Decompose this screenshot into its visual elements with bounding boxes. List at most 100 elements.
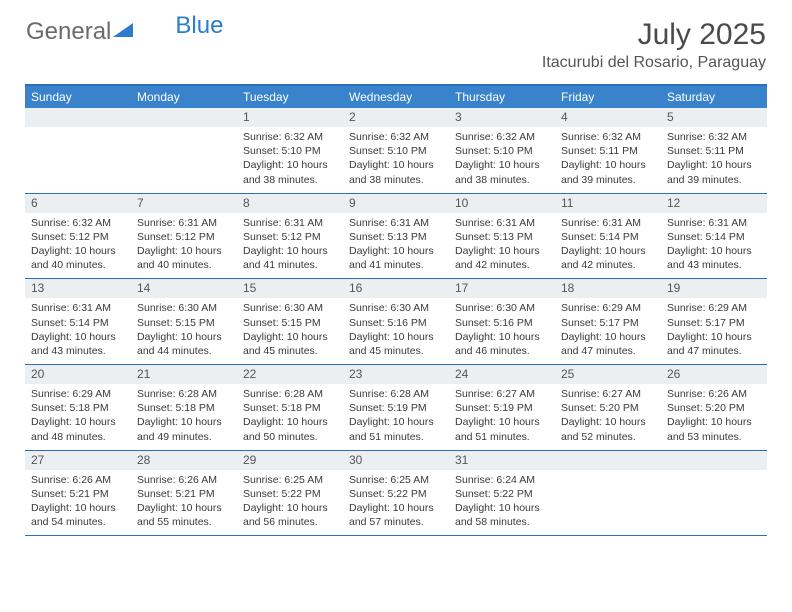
- day-number: 16: [343, 279, 449, 298]
- day-number: 1: [237, 108, 343, 127]
- day-number: 24: [449, 365, 555, 384]
- day-number: 23: [343, 365, 449, 384]
- day-number: 19: [661, 279, 767, 298]
- calendar-grid: SundayMondayTuesdayWednesdayThursdayFrid…: [25, 84, 767, 536]
- day-details: Sunrise: 6:28 AMSunset: 5:19 PMDaylight:…: [343, 384, 449, 450]
- day-cell: 19Sunrise: 6:29 AMSunset: 5:17 PMDayligh…: [661, 279, 767, 364]
- page-header: General Blue July 2025 Itacurubi del Ros…: [0, 0, 792, 76]
- day-cell: 7Sunrise: 6:31 AMSunset: 5:12 PMDaylight…: [131, 194, 237, 279]
- day-cell: 23Sunrise: 6:28 AMSunset: 5:19 PMDayligh…: [343, 365, 449, 450]
- day-number: 10: [449, 194, 555, 213]
- day-details: Sunrise: 6:32 AMSunset: 5:10 PMDaylight:…: [449, 127, 555, 193]
- day-number: 21: [131, 365, 237, 384]
- weeks-container: 1Sunrise: 6:32 AMSunset: 5:10 PMDaylight…: [25, 108, 767, 536]
- day-cell: 28Sunrise: 6:26 AMSunset: 5:21 PMDayligh…: [131, 451, 237, 536]
- day-details: Sunrise: 6:27 AMSunset: 5:20 PMDaylight:…: [555, 384, 661, 450]
- weekday-header-cell: Monday: [131, 86, 237, 108]
- brand-triangle-icon: [113, 18, 135, 46]
- day-cell: 6Sunrise: 6:32 AMSunset: 5:12 PMDaylight…: [25, 194, 131, 279]
- day-cell: 11Sunrise: 6:31 AMSunset: 5:14 PMDayligh…: [555, 194, 661, 279]
- day-details: Sunrise: 6:31 AMSunset: 5:13 PMDaylight:…: [449, 213, 555, 279]
- day-cell: [555, 451, 661, 536]
- weekday-header-cell: Tuesday: [237, 86, 343, 108]
- day-details: Sunrise: 6:28 AMSunset: 5:18 PMDaylight:…: [131, 384, 237, 450]
- day-details: Sunrise: 6:29 AMSunset: 5:18 PMDaylight:…: [25, 384, 131, 450]
- day-cell: 3Sunrise: 6:32 AMSunset: 5:10 PMDaylight…: [449, 108, 555, 193]
- day-details: Sunrise: 6:31 AMSunset: 5:14 PMDaylight:…: [555, 213, 661, 279]
- day-details: Sunrise: 6:26 AMSunset: 5:21 PMDaylight:…: [25, 470, 131, 536]
- day-cell: 31Sunrise: 6:24 AMSunset: 5:22 PMDayligh…: [449, 451, 555, 536]
- day-number: 22: [237, 365, 343, 384]
- day-number: 13: [25, 279, 131, 298]
- week-row: 1Sunrise: 6:32 AMSunset: 5:10 PMDaylight…: [25, 108, 767, 194]
- day-number: 9: [343, 194, 449, 213]
- day-details: Sunrise: 6:30 AMSunset: 5:15 PMDaylight:…: [237, 298, 343, 364]
- day-number: 6: [25, 194, 131, 213]
- day-number: 30: [343, 451, 449, 470]
- day-cell: 14Sunrise: 6:30 AMSunset: 5:15 PMDayligh…: [131, 279, 237, 364]
- day-details: Sunrise: 6:31 AMSunset: 5:14 PMDaylight:…: [25, 298, 131, 364]
- day-cell: 8Sunrise: 6:31 AMSunset: 5:12 PMDaylight…: [237, 194, 343, 279]
- day-cell: 5Sunrise: 6:32 AMSunset: 5:11 PMDaylight…: [661, 108, 767, 193]
- day-details: Sunrise: 6:31 AMSunset: 5:14 PMDaylight:…: [661, 213, 767, 279]
- day-number: 15: [237, 279, 343, 298]
- day-number: 17: [449, 279, 555, 298]
- day-cell: [25, 108, 131, 193]
- day-cell: 29Sunrise: 6:25 AMSunset: 5:22 PMDayligh…: [237, 451, 343, 536]
- day-details: Sunrise: 6:32 AMSunset: 5:12 PMDaylight:…: [25, 213, 131, 279]
- day-details: Sunrise: 6:30 AMSunset: 5:16 PMDaylight:…: [449, 298, 555, 364]
- day-details: Sunrise: 6:30 AMSunset: 5:15 PMDaylight:…: [131, 298, 237, 364]
- day-number: 3: [449, 108, 555, 127]
- day-number: 12: [661, 194, 767, 213]
- day-cell: 4Sunrise: 6:32 AMSunset: 5:11 PMDaylight…: [555, 108, 661, 193]
- day-number: 28: [131, 451, 237, 470]
- empty-day-bar: [131, 108, 237, 127]
- week-row: 6Sunrise: 6:32 AMSunset: 5:12 PMDaylight…: [25, 194, 767, 280]
- day-details: Sunrise: 6:27 AMSunset: 5:19 PMDaylight:…: [449, 384, 555, 450]
- day-cell: 26Sunrise: 6:26 AMSunset: 5:20 PMDayligh…: [661, 365, 767, 450]
- day-cell: 17Sunrise: 6:30 AMSunset: 5:16 PMDayligh…: [449, 279, 555, 364]
- day-cell: 10Sunrise: 6:31 AMSunset: 5:13 PMDayligh…: [449, 194, 555, 279]
- day-number: 27: [25, 451, 131, 470]
- day-details: Sunrise: 6:28 AMSunset: 5:18 PMDaylight:…: [237, 384, 343, 450]
- day-number: 2: [343, 108, 449, 127]
- day-details: Sunrise: 6:32 AMSunset: 5:10 PMDaylight:…: [237, 127, 343, 193]
- day-cell: 13Sunrise: 6:31 AMSunset: 5:14 PMDayligh…: [25, 279, 131, 364]
- day-details: Sunrise: 6:31 AMSunset: 5:12 PMDaylight:…: [237, 213, 343, 279]
- weekday-header-cell: Saturday: [661, 86, 767, 108]
- empty-day-bar: [555, 451, 661, 470]
- week-row: 27Sunrise: 6:26 AMSunset: 5:21 PMDayligh…: [25, 451, 767, 537]
- day-details: Sunrise: 6:29 AMSunset: 5:17 PMDaylight:…: [661, 298, 767, 364]
- day-cell: 30Sunrise: 6:25 AMSunset: 5:22 PMDayligh…: [343, 451, 449, 536]
- day-details: Sunrise: 6:32 AMSunset: 5:10 PMDaylight:…: [343, 127, 449, 193]
- day-number: 7: [131, 194, 237, 213]
- day-cell: 1Sunrise: 6:32 AMSunset: 5:10 PMDaylight…: [237, 108, 343, 193]
- day-number: 29: [237, 451, 343, 470]
- day-details: Sunrise: 6:26 AMSunset: 5:20 PMDaylight:…: [661, 384, 767, 450]
- month-title: July 2025: [542, 18, 766, 52]
- location-text: Itacurubi del Rosario, Paraguay: [542, 54, 766, 72]
- empty-day-bar: [25, 108, 131, 127]
- day-number: 18: [555, 279, 661, 298]
- day-number: 5: [661, 108, 767, 127]
- brand-part1: General: [26, 18, 111, 46]
- day-details: Sunrise: 6:25 AMSunset: 5:22 PMDaylight:…: [343, 470, 449, 536]
- day-cell: 16Sunrise: 6:30 AMSunset: 5:16 PMDayligh…: [343, 279, 449, 364]
- day-cell: 27Sunrise: 6:26 AMSunset: 5:21 PMDayligh…: [25, 451, 131, 536]
- week-row: 13Sunrise: 6:31 AMSunset: 5:14 PMDayligh…: [25, 279, 767, 365]
- day-cell: 20Sunrise: 6:29 AMSunset: 5:18 PMDayligh…: [25, 365, 131, 450]
- day-number: 26: [661, 365, 767, 384]
- day-number: 31: [449, 451, 555, 470]
- day-details: Sunrise: 6:30 AMSunset: 5:16 PMDaylight:…: [343, 298, 449, 364]
- day-cell: 12Sunrise: 6:31 AMSunset: 5:14 PMDayligh…: [661, 194, 767, 279]
- day-number: 14: [131, 279, 237, 298]
- title-block: July 2025 Itacurubi del Rosario, Paragua…: [542, 18, 766, 72]
- brand-part2: Blue: [175, 12, 223, 40]
- day-cell: 22Sunrise: 6:28 AMSunset: 5:18 PMDayligh…: [237, 365, 343, 450]
- day-details: Sunrise: 6:26 AMSunset: 5:21 PMDaylight:…: [131, 470, 237, 536]
- weekday-header-row: SundayMondayTuesdayWednesdayThursdayFrid…: [25, 86, 767, 108]
- day-cell: 9Sunrise: 6:31 AMSunset: 5:13 PMDaylight…: [343, 194, 449, 279]
- day-number: 8: [237, 194, 343, 213]
- day-details: Sunrise: 6:24 AMSunset: 5:22 PMDaylight:…: [449, 470, 555, 536]
- weekday-header-cell: Sunday: [25, 86, 131, 108]
